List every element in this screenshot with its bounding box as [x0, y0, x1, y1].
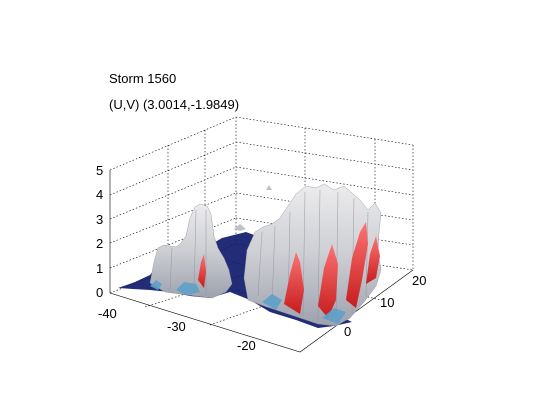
- z-tick-5: 5: [96, 163, 103, 178]
- x-ticks: -40 -30 -20: [98, 306, 256, 353]
- y-tick-0: 0: [344, 324, 351, 339]
- surface-small-feature-2: [266, 185, 272, 190]
- z-tick-1: 1: [96, 261, 103, 276]
- y-tick-20: 20: [412, 273, 426, 288]
- x-tick-neg30: -30: [167, 319, 186, 334]
- chart-title: Storm 1560: [109, 71, 177, 86]
- surface: [118, 183, 382, 328]
- z-tick-4: 4: [96, 187, 103, 202]
- z-ticks: 0 1 2 3 4 5: [96, 163, 103, 300]
- grid-back-wall: [109, 116, 414, 244]
- z-tick-2: 2: [96, 236, 103, 251]
- surface-red-peaks: [198, 222, 380, 318]
- z-tick-3: 3: [96, 212, 103, 227]
- chart-subtitle: (U,V) (3.0014,-1.9849): [109, 97, 240, 112]
- x-tick-neg20: -20: [237, 338, 256, 353]
- surface-cyan-patches: [150, 280, 346, 324]
- z-tick-0: 0: [96, 285, 103, 300]
- surface-small-feature-1: [234, 224, 246, 231]
- y-ticks: 0 10 20: [344, 273, 426, 339]
- y-tick-10: 10: [380, 295, 394, 310]
- x-tick-neg40: -40: [98, 306, 117, 321]
- surface-main-block: [243, 183, 382, 327]
- axis-lines: [109, 170, 414, 353]
- grid-left-wall: [109, 130, 237, 270]
